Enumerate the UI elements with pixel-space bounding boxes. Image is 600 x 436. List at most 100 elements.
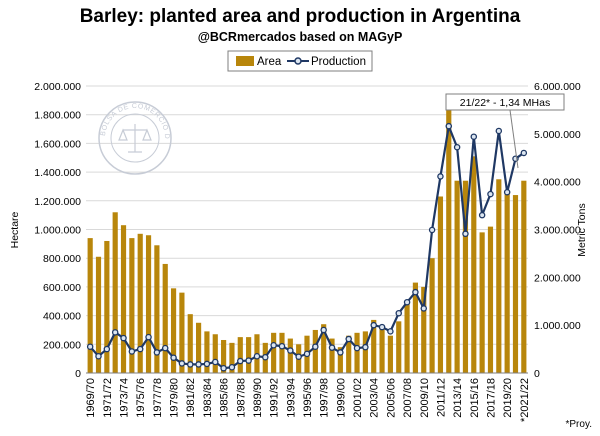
area-bar	[371, 319, 377, 373]
y-tick-label-left: 400.000	[43, 311, 81, 323]
area-bar	[404, 301, 410, 373]
production-point	[278, 342, 286, 350]
annotation-text: 21/22* - 1,34 MHas	[460, 97, 550, 109]
y-tick-label-left: 2.000.000	[34, 81, 81, 93]
projection-note: *Proy.	[565, 419, 593, 430]
area-bar	[195, 322, 202, 373]
x-tick-label: 2015/16	[469, 378, 481, 418]
x-tick-label: 1993/94	[285, 378, 297, 418]
x-tick-label: 1969/70	[85, 378, 97, 418]
x-tick-label: 2005/06	[385, 378, 397, 418]
legend-area-swatch	[236, 56, 254, 66]
production-point	[228, 364, 236, 371]
seal-scales-icon	[118, 124, 152, 153]
area-bar	[312, 329, 318, 373]
y-tick-label-left: 600.000	[43, 282, 81, 294]
x-axis-ticks: 1969/70 1971/72 1973/74 1975/76 1977/78 1979/…	[85, 378, 531, 422]
area-bar	[229, 342, 235, 373]
y-tick-label-right: 0	[534, 368, 540, 380]
area-bar	[162, 263, 168, 373]
production-point	[178, 360, 186, 367]
production-point	[170, 354, 177, 361]
area-bar	[362, 331, 368, 373]
production-point	[328, 344, 336, 351]
legend-area-label: Area	[257, 56, 282, 68]
x-tick-label: 1995/96	[302, 378, 314, 418]
area-bar	[112, 212, 118, 373]
production-point	[345, 335, 352, 343]
production-point	[262, 353, 269, 361]
y-tick-label-right: 2.000.000	[534, 272, 581, 284]
production-point	[111, 329, 119, 336]
x-tick-label: 1977/78	[152, 378, 164, 418]
area-bar	[237, 337, 243, 373]
production-point	[303, 350, 311, 358]
production-point	[212, 358, 219, 366]
production-point	[203, 360, 211, 368]
x-tick-label: 1991/92	[269, 378, 281, 418]
area-bar	[104, 240, 110, 373]
area-bar	[170, 288, 177, 373]
y-tick-label-left: 1.800.000	[34, 110, 81, 122]
production-point	[337, 349, 344, 356]
production-line	[86, 122, 528, 372]
seal-text: BOLSA DE COMERCIO DE ROSARIO	[0, 0, 170, 139]
y-tick-label-right: 1.000.000	[534, 320, 581, 332]
production-point	[195, 361, 202, 368]
production-point	[245, 357, 252, 364]
area-bar	[287, 338, 293, 373]
x-tick-label: 1985/86	[219, 378, 231, 418]
production-point	[136, 345, 144, 353]
area-bar	[487, 226, 494, 373]
watermark-seal: BOLSA DE COMERCIO DE ROSARIO	[0, 0, 172, 175]
y-tick-label-left: 1.400.000	[34, 167, 81, 179]
y-axis-left-ticks: 0 200.000 400.000 600.000 800.000 1.000.000 1.…	[34, 81, 81, 380]
y-tick-label-left: 1.000.000	[34, 225, 81, 237]
area-bar	[387, 335, 393, 373]
x-tick-label: 1997/98	[319, 378, 331, 418]
production-point	[395, 309, 402, 317]
production-point	[378, 323, 386, 331]
production-point	[295, 353, 302, 360]
annotation-pointer	[509, 109, 519, 169]
y-axis-left-label: Hectare	[9, 211, 21, 248]
x-tick-label: 1975/76	[135, 378, 147, 418]
area-bar	[95, 256, 102, 373]
production-point	[412, 288, 419, 296]
production-point	[437, 173, 444, 180]
area-bar	[396, 321, 402, 373]
area-bar	[354, 332, 360, 373]
y-tick-label-left: 1.200.000	[34, 196, 81, 208]
area-bar	[187, 314, 193, 373]
production-point	[161, 344, 169, 352]
production-point	[86, 343, 94, 350]
area-bar	[421, 286, 427, 373]
x-tick-label: 2011/12	[435, 378, 447, 417]
production-point	[353, 344, 361, 352]
seal-inner-ring	[110, 113, 160, 163]
x-tick-label: 1987/88	[235, 378, 247, 418]
seal-outer-ring	[98, 101, 172, 175]
x-tick-label: *2021/22	[519, 378, 531, 422]
production-point	[478, 211, 486, 219]
y-tick-label-right: 4.000.000	[534, 177, 581, 189]
area-bar	[446, 103, 452, 373]
production-point	[420, 305, 428, 312]
x-tick-label: 1983/84	[202, 378, 214, 418]
production-point	[520, 149, 528, 157]
y-axis-right-label: Metric Tons	[576, 203, 588, 257]
production-point	[453, 143, 461, 151]
annotation: 21/22* - 1,34 MHas	[445, 93, 565, 169]
production-point	[220, 364, 227, 372]
y-tick-label-left: 200.000	[43, 339, 81, 351]
area-bar	[437, 196, 444, 373]
production-point	[495, 127, 503, 135]
area-bar	[454, 180, 460, 373]
legend: Area Production	[227, 50, 373, 72]
chart-title: Barley: planted area and production in A…	[79, 6, 521, 27]
area-bar	[379, 325, 385, 373]
x-tick-label: 2001/02	[352, 378, 364, 418]
y-axis-right-ticks: 0 1.000.000 2.000.000 3.000.000 4.000.000 5.0…	[534, 81, 581, 380]
